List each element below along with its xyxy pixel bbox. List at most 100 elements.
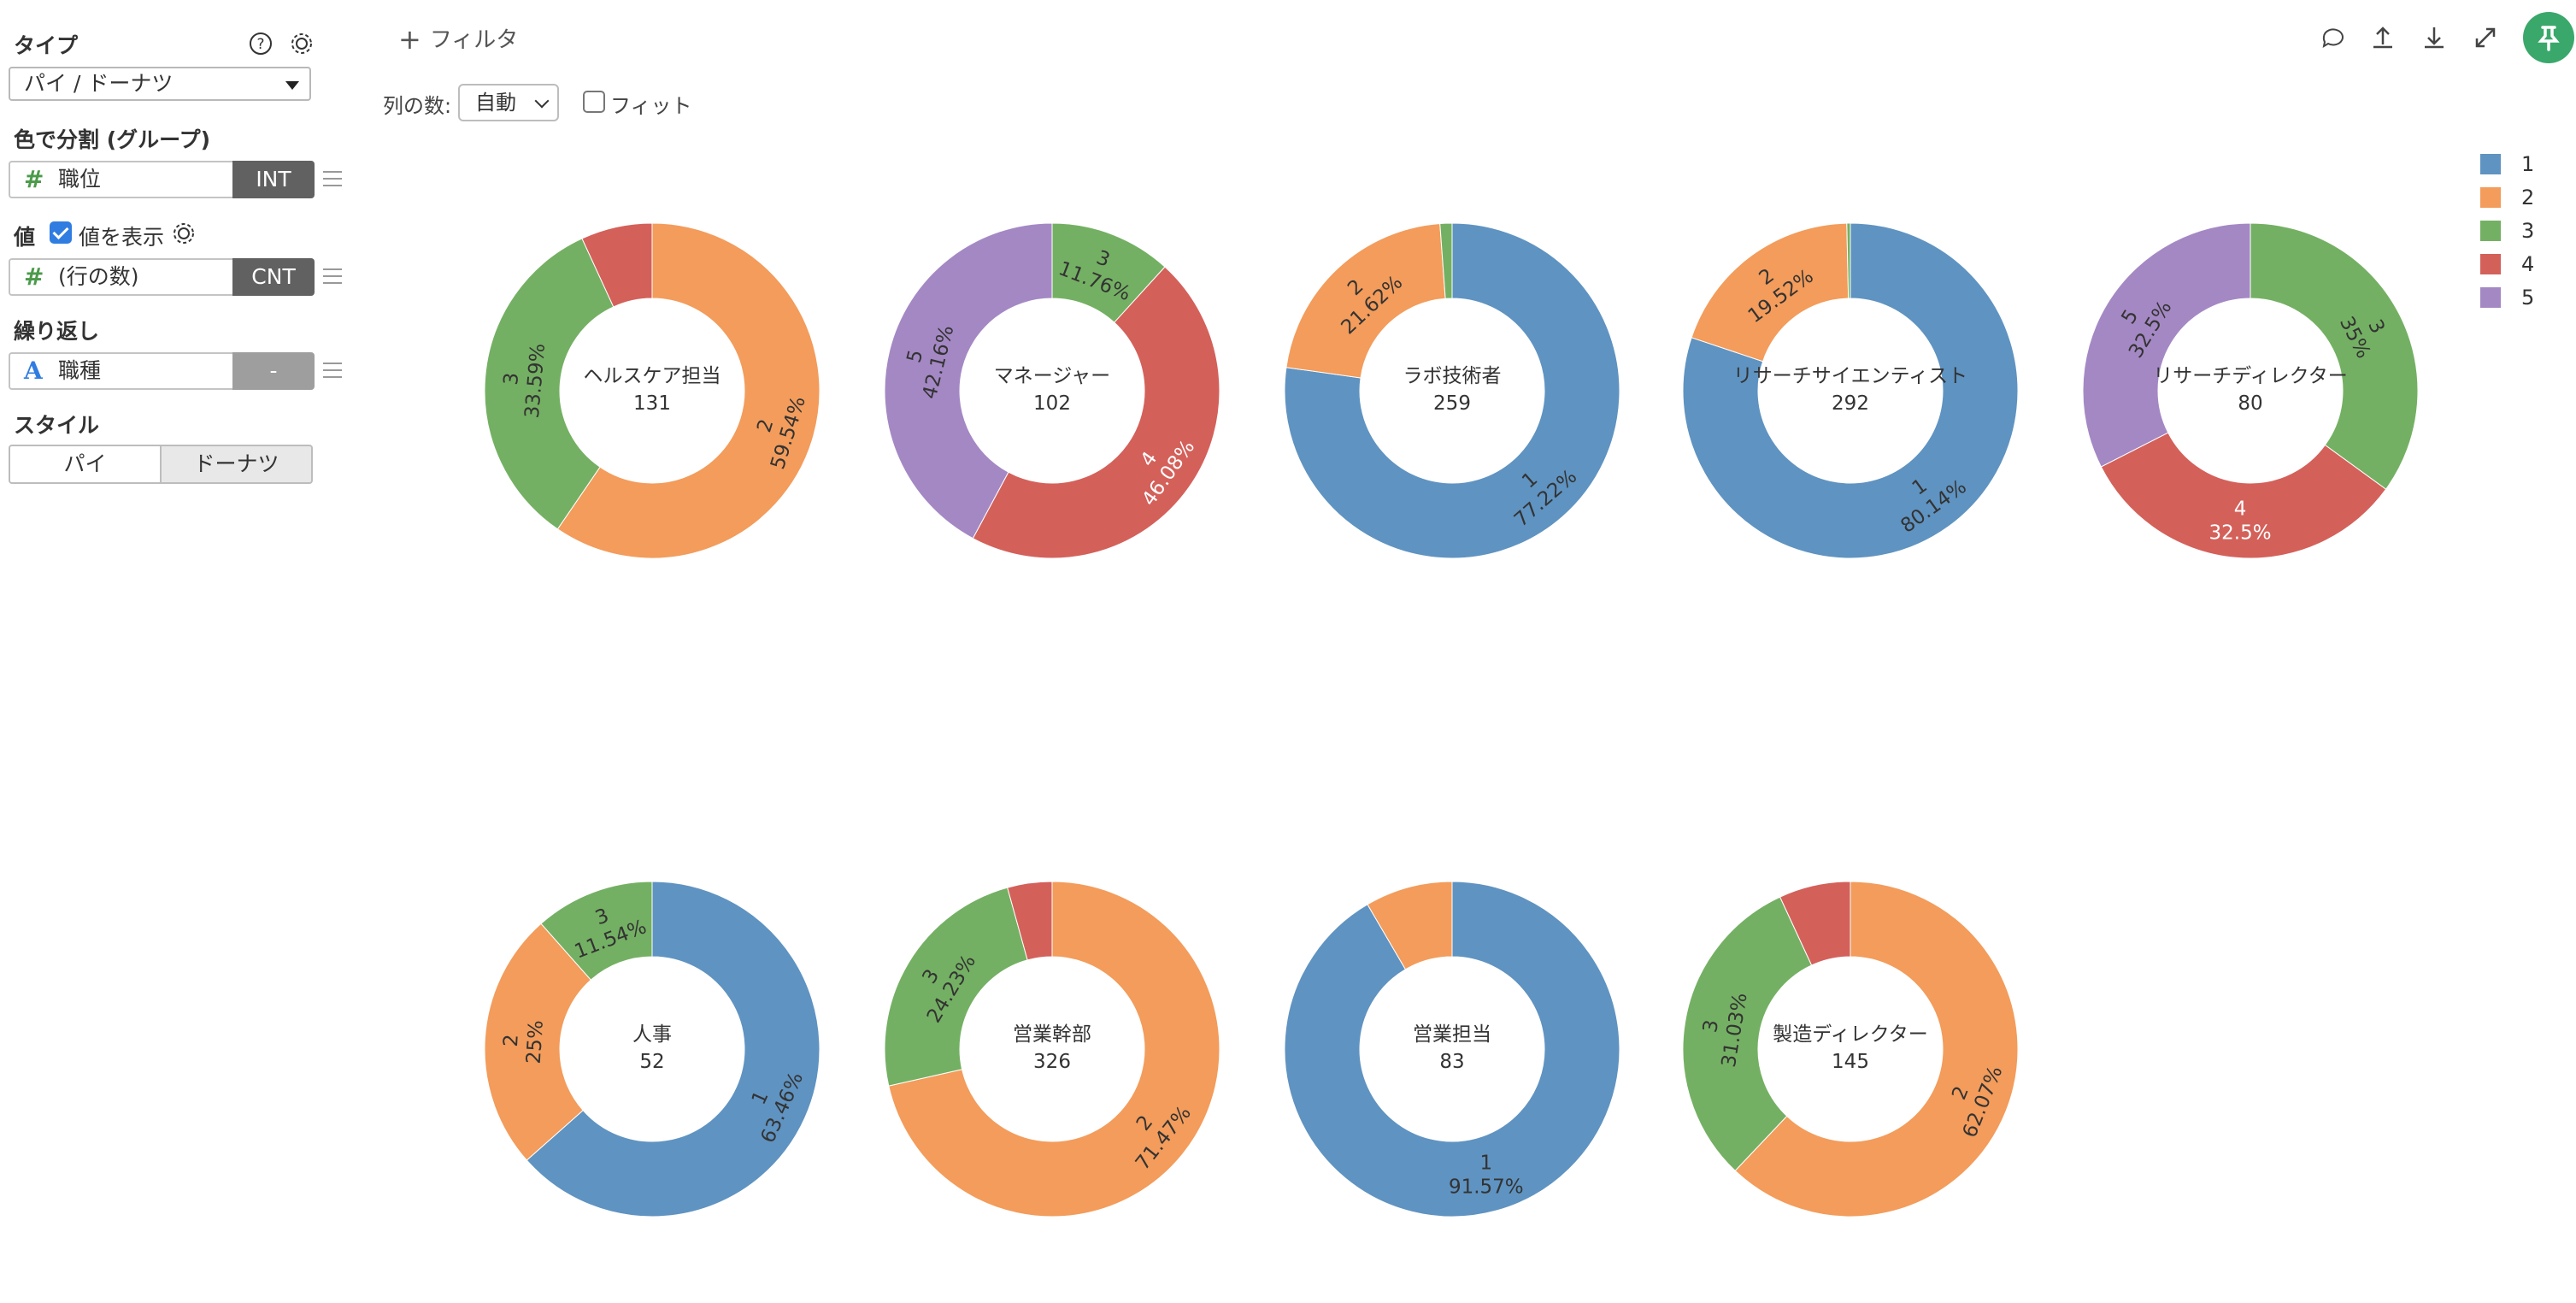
donut-title: 営業幹部 [1013,1023,1091,1046]
plus-icon: + [398,23,421,56]
pin-button[interactable] [2523,12,2574,63]
donut-title: ヘルスケア担当 [584,365,721,387]
donut-slice[interactable] [1367,881,1453,970]
number-type-icon: # [24,165,44,193]
show-values-checkbox[interactable] [50,221,72,244]
value-field-name-box[interactable]: # (行の数) [9,258,232,296]
donut-chart: 191.57% 営業担当 83 [1284,881,1620,1218]
donut-total: 80 [2238,392,2262,415]
donut-slice[interactable] [2100,432,2387,559]
donut-slice[interactable] [1284,222,1620,559]
style-pie-button[interactable]: パイ [9,445,162,484]
download-icon[interactable] [2420,24,2448,51]
legend-label: 2 [2521,186,2535,209]
gear-icon[interactable] [289,31,315,56]
legend-label: 4 [2521,252,2535,276]
value-field[interactable]: # (行の数) CNT [9,258,315,296]
drag-handle-icon[interactable] [323,363,342,378]
donut-slice[interactable] [1007,881,1053,961]
chart-type-value: パイ / ドーナツ [24,71,173,96]
show-values-label: 値を表示 [79,225,165,250]
donut-title: リサーチサイエンティスト [1733,365,1967,387]
donut-slice[interactable] [1439,222,1453,299]
slice-key-label: 2 [500,1034,523,1047]
columns-label: 列の数: [383,94,452,118]
repeat-field-name-box[interactable]: A 職種 [9,352,232,390]
comment-icon[interactable] [2320,24,2347,51]
donut-title: リサーチディレクター [2153,365,2347,387]
add-filter-button[interactable]: + フィルタ [398,22,518,56]
color-split-section-title: 色で分割 (グループ) [14,127,211,152]
columns-select[interactable]: 自動 [458,84,559,121]
style-section-title: スタイル [14,413,100,438]
value-settings-gear-icon[interactable] [171,221,197,246]
number-type-icon: # [24,262,44,291]
donut-slice[interactable] [556,222,820,559]
expand-icon[interactable] [2472,24,2499,51]
donut-slice[interactable] [888,881,1220,1218]
legend-label: 1 [2521,152,2535,176]
drag-handle-icon[interactable] [323,171,342,186]
color-field[interactable]: # 職位 INT [9,161,315,198]
color-field-type[interactable]: INT [232,161,315,198]
slice-key-label: 3 [1699,1018,1723,1035]
chart-type-select[interactable]: パイ / ドーナツ [9,67,311,101]
legend-swatch [2480,254,2501,274]
legend-swatch [2480,221,2501,241]
donut-total: 131 [633,392,671,415]
repeat-field[interactable]: A 職種 - [9,352,315,390]
donut-slice[interactable] [972,266,1220,559]
donut-slice[interactable] [1691,222,1850,363]
svg-text:?: ? [256,36,264,53]
slice-label: 191.57% [1449,1153,1524,1199]
drag-handle-icon[interactable] [323,268,342,284]
value-field-name: (行の数) [58,264,139,289]
help-icon[interactable]: ? [248,31,273,56]
donut-slice[interactable] [2082,222,2251,468]
donut-title: 営業担当 [1413,1023,1491,1046]
slice-key-label: 5 [903,348,928,366]
donut-slice[interactable] [1285,222,1446,379]
pin-icon [2538,26,2560,51]
donut-slice[interactable] [526,881,820,1218]
donut-slice[interactable] [1682,896,1813,1171]
legend-swatch [2480,154,2501,174]
donut-slice[interactable] [484,238,615,530]
legend-label: 3 [2521,219,2535,243]
slice-percent-label: 25% [523,1019,548,1064]
donut-slice[interactable] [2250,222,2419,490]
upload-icon[interactable] [2369,24,2397,51]
type-section-title: タイプ [14,33,79,58]
slice-percent-label: 32.5% [2209,522,2272,545]
donut-slice[interactable] [1682,222,2019,559]
fit-checkbox[interactable] [583,91,605,113]
legend-swatch [2480,187,2501,208]
value-field-type[interactable]: CNT [232,258,315,296]
style-donut-button[interactable]: ドーナツ [162,445,313,484]
donut-slice[interactable] [1846,222,1851,299]
donut-total: 259 [1433,392,1471,415]
slice-label: 432.5% [2209,498,2272,545]
donut-total: 102 [1033,392,1071,415]
fit-label: フィット [610,94,692,118]
columns-value: 自動 [475,91,516,115]
sidebar: タイプ ? パイ / ドーナツ 色で分割 (グループ) # 職位 INT 値 値… [0,0,342,1303]
donut-slice[interactable] [1284,881,1620,1218]
donut-slice[interactable] [884,887,1028,1087]
donut-slice[interactable] [540,881,653,981]
donut-slice[interactable] [581,222,653,308]
donut-total: 145 [1832,1051,1869,1073]
legend-swatch [2480,287,2501,308]
donut-slice[interactable] [884,222,1053,539]
donut-slice[interactable] [1779,881,1851,966]
color-field-name-box[interactable]: # 職位 [9,161,232,198]
repeat-field-type[interactable]: - [232,352,315,390]
donut-total: 326 [1033,1051,1071,1073]
donut-slice[interactable] [1734,881,2019,1218]
donut-slice[interactable] [484,923,592,1161]
